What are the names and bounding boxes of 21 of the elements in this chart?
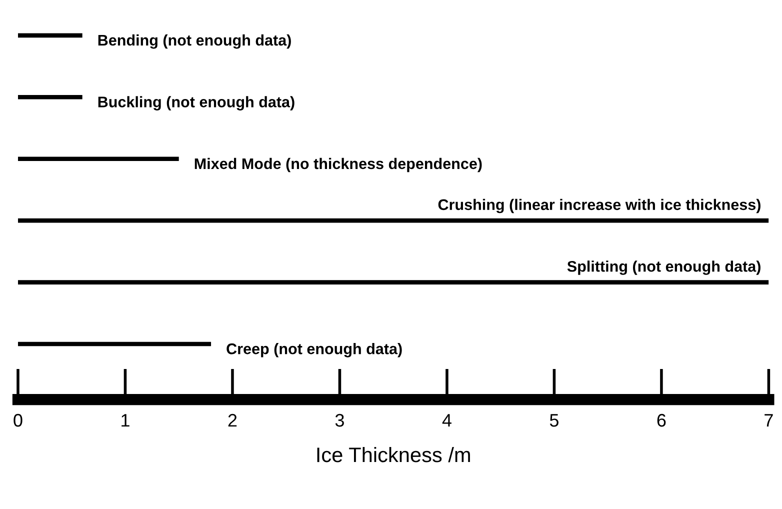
bar <box>18 156 179 162</box>
bar <box>18 342 212 346</box>
y-tick-label: Buckling (not enough data) <box>98 96 294 110</box>
x-tick-label: 4 <box>442 414 452 427</box>
bar <box>18 280 769 284</box>
x-tick-label: 3 <box>335 414 344 427</box>
bar <box>18 94 82 100</box>
y-tick-label: Crushing (linear increase with ice thickness) <box>438 198 760 214</box>
x-tick-label: 5 <box>550 414 558 427</box>
x-tick-label: 2 <box>228 414 237 427</box>
x-tick-label: 0 <box>14 414 22 427</box>
bar <box>18 33 82 38</box>
x-tick-label: 7 <box>764 414 773 427</box>
x-axis-title: Ice Thickness /m <box>317 446 470 462</box>
y-tick-label: Bending (not enough data) <box>98 34 291 49</box>
bar <box>18 218 769 223</box>
y-tick-label: Splitting (not enough data) <box>567 260 760 275</box>
x-tick-label: 1 <box>122 414 130 427</box>
y-tick-label: Mixed Mode (no thickness dependence) <box>194 158 482 172</box>
x-tick-label: 6 <box>657 414 666 427</box>
y-tick-label: Creep (not enough data) <box>226 343 402 358</box>
